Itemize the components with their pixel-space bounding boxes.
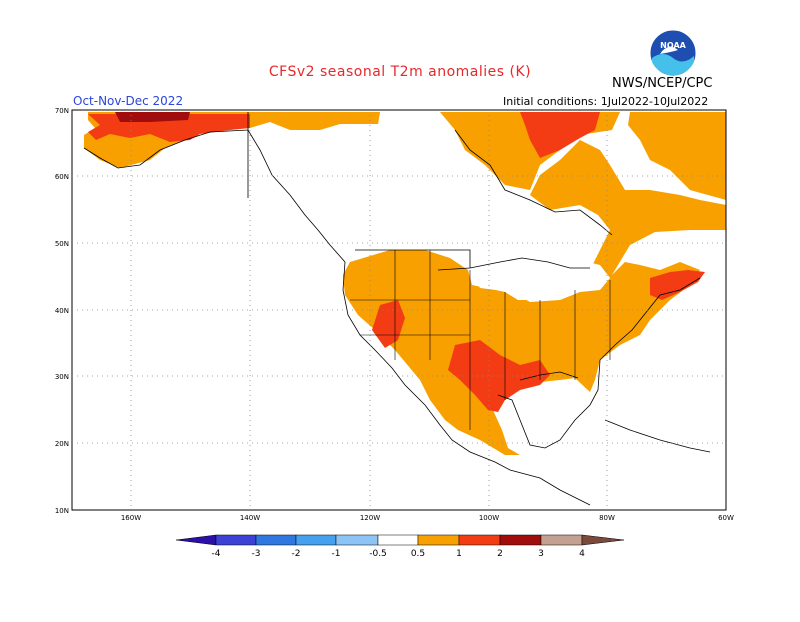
state-borders: [350, 250, 611, 430]
anomaly-region-greenland-west: [628, 112, 726, 200]
lat-label: 60N: [55, 173, 69, 181]
colorbar-tick-label: -4: [212, 549, 221, 559]
logo-text: NOAA: [660, 41, 686, 50]
lat-label: 70N: [55, 107, 69, 115]
initial-conditions-label: Initial conditions: 1Jul2022-10Jul2022: [503, 95, 709, 108]
anomaly-region-labrador: [530, 140, 726, 298]
colorbar-cell: [255, 534, 297, 546]
lat-label: 20N: [55, 440, 69, 448]
neutral-region-great-lakes: [468, 250, 610, 302]
colorbar-tick-label: 4: [579, 549, 585, 559]
lon-label: 160W: [121, 514, 141, 522]
colorbar-cell: [417, 534, 460, 546]
lat-label: 50N: [55, 240, 69, 248]
lat-label: 30N: [55, 373, 69, 381]
colorbar-cell: [295, 534, 337, 546]
anomaly-fills: [84, 112, 726, 455]
colorbar-tick-label: 2: [497, 549, 503, 559]
colorbar-high-arrow: [581, 534, 625, 546]
colorbar-tick-label: 0.5: [411, 549, 425, 559]
colorbar-tick-label: -0.5: [369, 549, 387, 559]
lon-label: 140W: [240, 514, 260, 522]
noaa-logo: NOAA: [648, 28, 698, 78]
lon-label: 100W: [479, 514, 499, 522]
noaa-logo-icon: NOAA: [649, 29, 697, 77]
colorbar-tick-label: -1: [332, 549, 341, 559]
colorbar: [175, 534, 625, 546]
lon-label: 80W: [599, 514, 615, 522]
lon-label: 60W: [718, 514, 734, 522]
colorbar-tick-label: 1: [456, 549, 462, 559]
anomaly-region-conus: [343, 250, 700, 455]
anomaly-region-yukon-strip: [250, 112, 380, 130]
lat-label: 10N: [55, 507, 69, 515]
colorbar-cell: [335, 534, 379, 546]
coastlines: [83, 112, 711, 506]
center-label: NWS/NCEP/CPC: [612, 76, 713, 91]
lat-label: 40N: [55, 307, 69, 315]
colorbar-tick-label: -3: [252, 549, 261, 559]
anomaly-region-southwest: [372, 300, 405, 348]
colorbar-labels: -4 -3 -2 -1 -0.5 0.5 1 2 3 4: [212, 549, 586, 559]
colorbar-cell: [215, 534, 257, 546]
colorbar-cell: [499, 534, 542, 546]
colorbar-tick-label: -2: [292, 549, 301, 559]
season-label: Oct-Nov-Dec 2022: [73, 94, 184, 108]
colorbar-cell: [458, 534, 501, 546]
chart-title: CFSv2 seasonal T2m anomalies (K): [268, 64, 532, 80]
lat-labels: 70N 60N 50N 40N 30N 20N 10N: [55, 107, 69, 515]
lon-label: 120W: [360, 514, 380, 522]
colorbar-tick-label: 3: [538, 549, 544, 559]
lon-labels: 160W 140W 120W 100W 80W 60W: [121, 514, 734, 522]
graticule: [72, 110, 726, 510]
anomaly-region-alaska-extreme: [115, 112, 190, 122]
anomaly-region-baffin-strong: [520, 112, 600, 158]
colorbar-cell: [377, 534, 419, 546]
anomaly-region-new-england: [650, 270, 705, 300]
colorbar-cell: [540, 534, 583, 546]
colorbar-low-arrow: [175, 534, 217, 546]
anomaly-region-southern-plains: [448, 340, 550, 412]
